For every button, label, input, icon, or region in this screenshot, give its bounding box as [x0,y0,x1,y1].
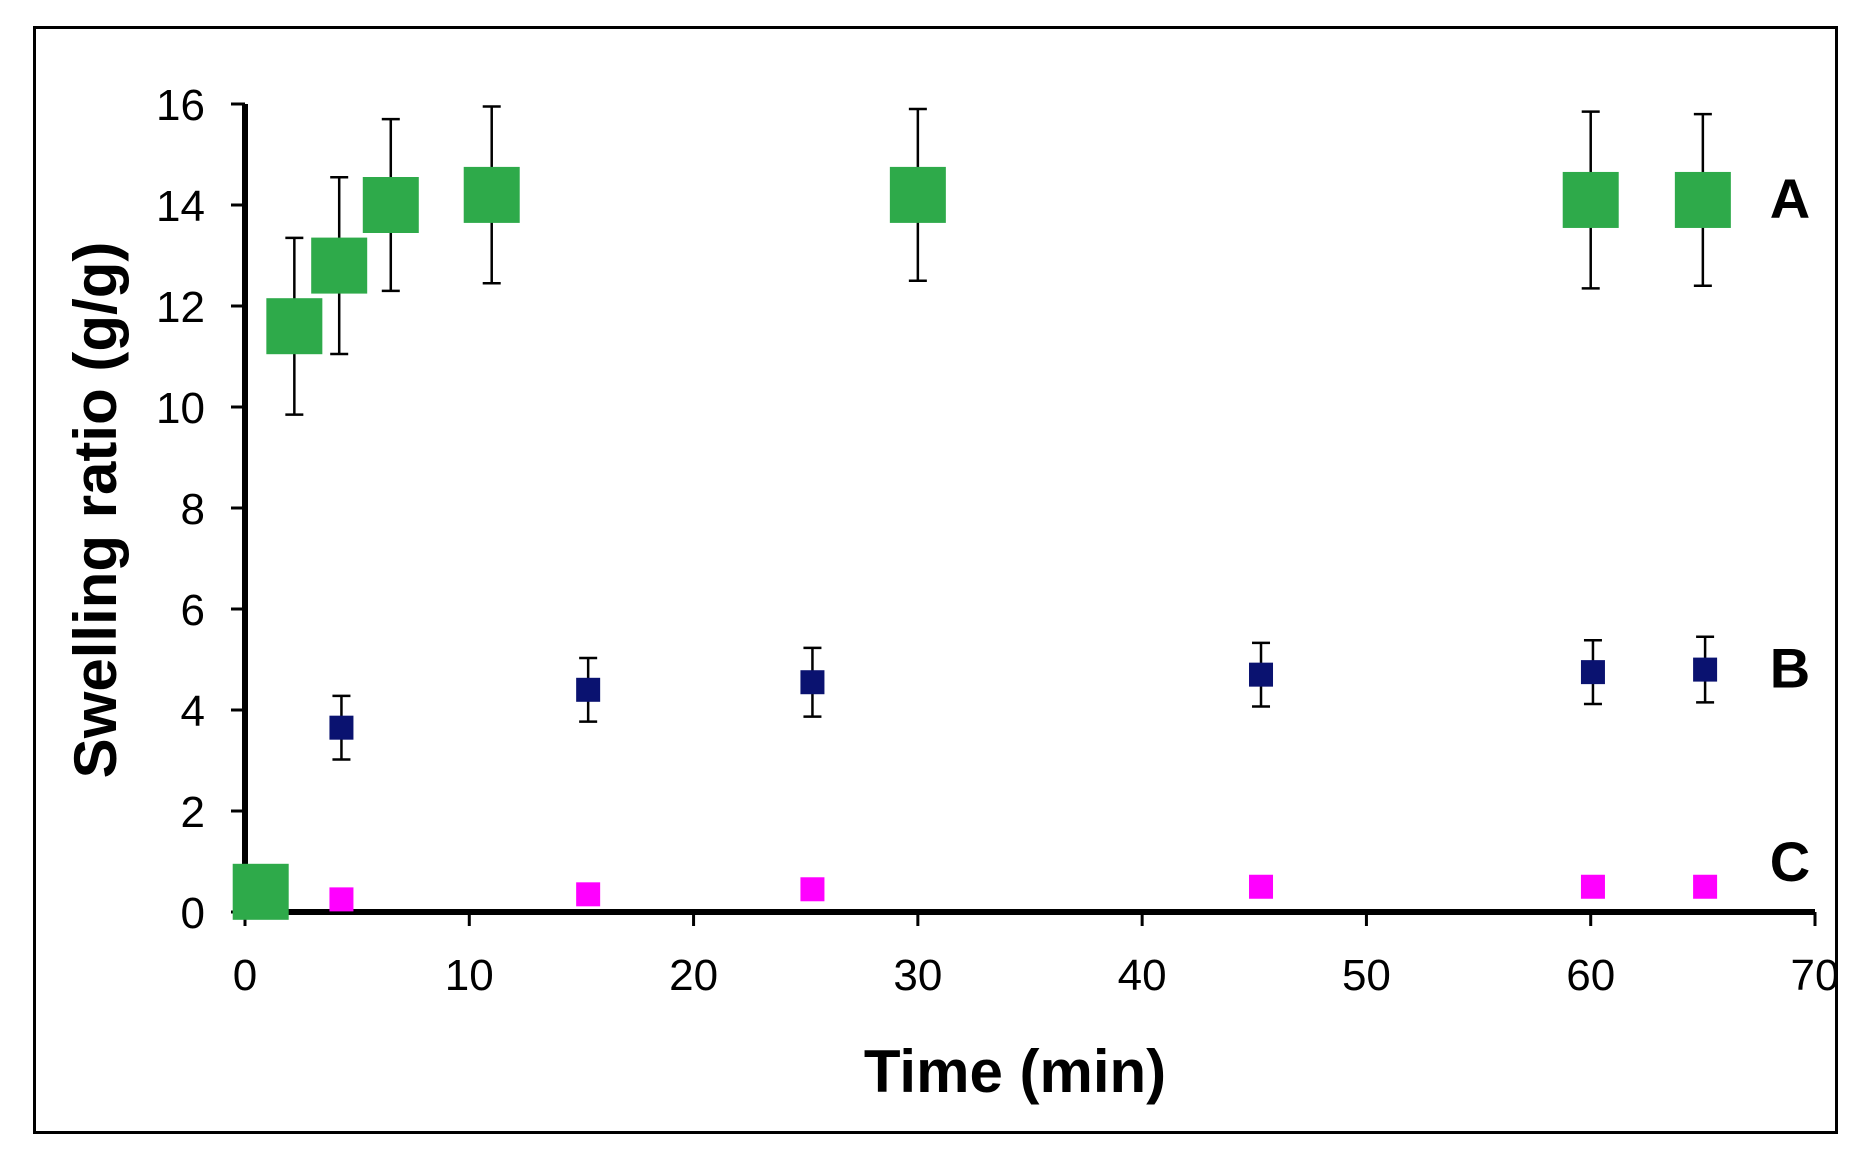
y-tick-label: 12 [156,283,205,332]
point-A [266,298,323,355]
point-A [1562,171,1619,228]
x-axis-title: Time (min) [864,1038,1166,1105]
point-B [1249,662,1274,687]
point-A [232,863,289,920]
x-tick-label: 60 [1566,951,1615,1000]
point-A [889,166,946,223]
point-C [1249,874,1274,899]
point-C [1580,874,1605,899]
point-B [1580,660,1605,685]
x-tick-label: 30 [893,951,942,1000]
x-tick-label: 20 [669,951,718,1000]
y-tick-label: 8 [181,485,205,534]
point-B [576,677,601,702]
point-C [329,887,354,912]
y-tick-label: 10 [156,384,205,433]
point-C [576,882,601,907]
x-tick-label: 0 [233,951,257,1000]
point-C [1693,874,1718,899]
y-tick-label: 6 [181,586,205,635]
point-C [800,877,825,902]
series-label-A: A [1770,167,1810,230]
y-axis-title: Swelling ratio (g/g) [62,242,129,779]
y-tick-label: 2 [181,788,205,837]
y-tick-label: 14 [156,182,205,231]
x-tick-label: 50 [1342,951,1391,1000]
point-A [311,237,368,294]
point-B [800,670,825,695]
y-tick-label: 16 [156,81,205,130]
point-B [1693,657,1718,682]
point-A [362,177,419,233]
y-tick-label: 4 [181,687,205,736]
series-label-B: B [1770,637,1810,700]
point-A [1674,171,1731,228]
x-tick-label: 10 [445,951,494,1000]
x-tick-label: 40 [1118,951,1167,1000]
x-tick-label: 70 [1791,951,1840,1000]
series-label-C: C [1770,830,1810,893]
y-tick-label: 0 [181,889,205,938]
point-B [329,715,354,740]
point-A [463,166,520,223]
